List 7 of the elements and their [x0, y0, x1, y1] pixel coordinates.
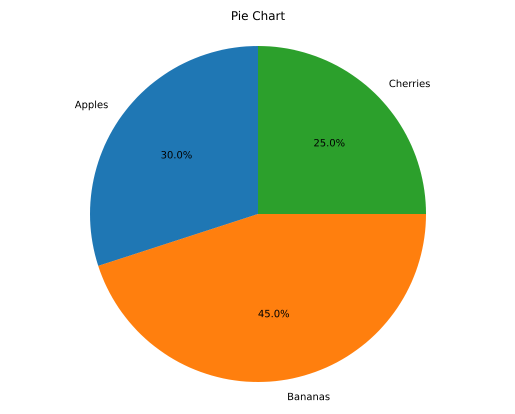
slice-label: Cherries: [389, 79, 430, 88]
data-label: 25.0%: [314, 138, 345, 146]
data-label: 45.0%: [258, 310, 290, 318]
chart-title: Pie Chart: [232, 10, 285, 20]
data-label: 30.0%: [161, 150, 192, 159]
slice-label: Bananas: [288, 392, 330, 400]
slice-label: Apples: [74, 100, 108, 110]
